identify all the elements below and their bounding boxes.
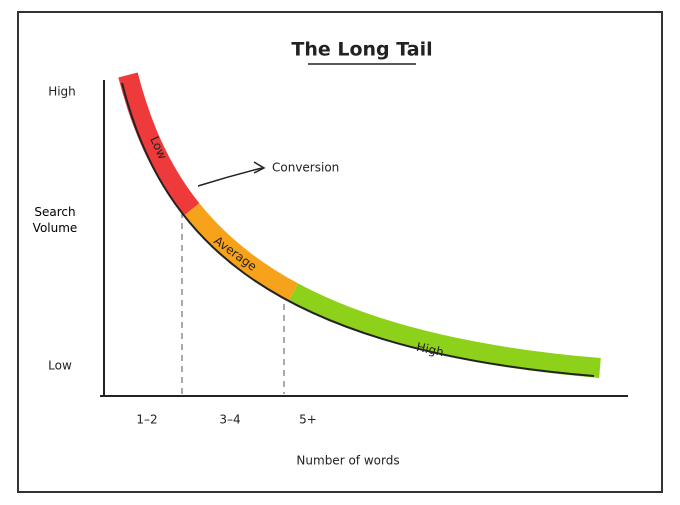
curve-line (121, 82, 595, 377)
y-low-label: Low (48, 359, 72, 373)
curve-segment (118, 72, 601, 378)
x-axis-label: Number of words (296, 454, 399, 468)
curve-segment (118, 72, 601, 378)
annotation-arrow (197, 167, 263, 187)
curve-band (118, 72, 601, 378)
y-axis-label: Search Volume (32, 205, 78, 235)
segment-label: High (415, 340, 445, 359)
title: The Long Tail (291, 39, 432, 61)
x-group-label: 3–4 (219, 413, 240, 427)
x-group-label: 1–2 (136, 413, 157, 427)
curve-segment (118, 72, 601, 378)
frame (17, 11, 663, 493)
y-high-label: High (48, 85, 76, 99)
arrow-head (253, 161, 266, 174)
y-axis-label-box: Search Volume (32, 205, 78, 235)
x-group-label: 5+ (299, 413, 317, 427)
annotation: Conversion (272, 161, 339, 175)
